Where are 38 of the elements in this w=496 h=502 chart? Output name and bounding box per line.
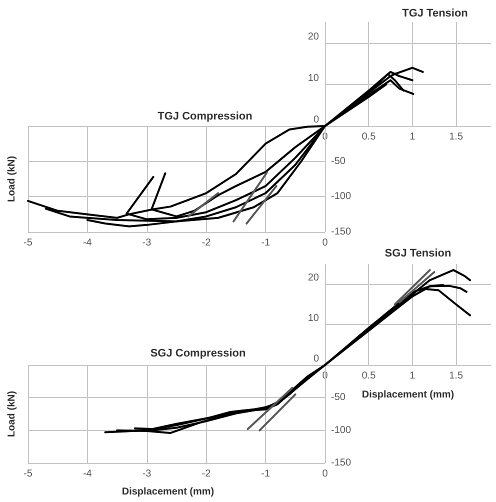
x-tick-label: 1.5 (449, 132, 464, 142)
x-tick-label: -1 (261, 468, 270, 480)
y-tick-label: -50 (331, 156, 346, 167)
y-tick-label: -100 (331, 191, 352, 202)
chart-title: TGJ Tension (402, 8, 468, 20)
chart-title: TGJ Compression (158, 110, 253, 122)
chart-title: SGJ Compression (150, 348, 246, 360)
x-tick-label: 1 (410, 132, 416, 142)
y-tick-label: -100 (331, 424, 352, 436)
x-tick-label: -3 (142, 238, 152, 248)
x-tick-label: -3 (142, 468, 152, 480)
x-tick-label: 0.5 (362, 132, 376, 142)
y-tick-label: -50 (331, 392, 346, 404)
x-tick-label: -2 (202, 238, 212, 248)
x-tick-label: 1.5 (449, 370, 464, 382)
chart-title: SGJ Tension (384, 248, 452, 260)
x-tick-label: -2 (202, 468, 212, 480)
y-tick-label: 0 (313, 354, 320, 364)
y-tick-label: -150 (331, 458, 352, 468)
y-axis-title: Load (kN) (6, 390, 18, 438)
x-tick-label: -4 (82, 468, 92, 480)
x-tick-label: 1 (410, 370, 416, 382)
x-tick-label: 0 (322, 468, 328, 480)
y-axis-title: Load (kN) (6, 156, 18, 202)
x-tick-label: 0.5 (362, 370, 376, 382)
x-tick-label: -4 (82, 238, 92, 248)
x-tick-label: -5 (24, 238, 33, 248)
x-axis-title: Displacement (mm) (122, 486, 214, 498)
y-tick-label: 20 (308, 31, 320, 42)
y-tick-label: -150 (331, 226, 352, 238)
y-tick-label: 10 (308, 313, 320, 324)
x-tick-label: -5 (24, 468, 33, 480)
y-tick-label: 20 (308, 272, 320, 284)
x-axis-title: Displacement (mm) (362, 390, 454, 400)
y-tick-label: 0 (313, 114, 320, 126)
x-tick-label: -1 (261, 238, 270, 248)
x-tick-label: 0 (322, 238, 328, 248)
y-tick-label: 10 (308, 72, 320, 84)
